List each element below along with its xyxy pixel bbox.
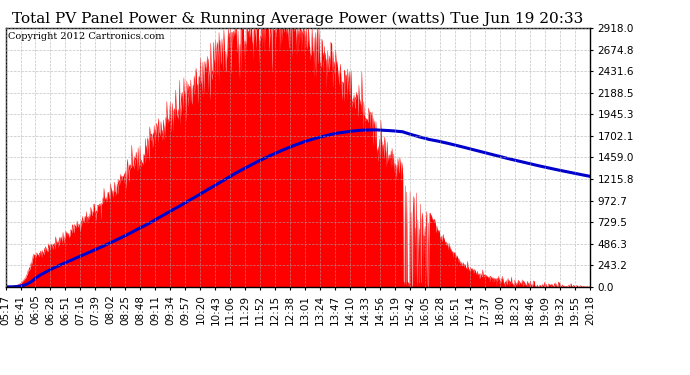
Title: Total PV Panel Power & Running Average Power (watts) Tue Jun 19 20:33: Total PV Panel Power & Running Average P… — [12, 11, 583, 26]
Text: Copyright 2012 Cartronics.com: Copyright 2012 Cartronics.com — [8, 32, 165, 41]
